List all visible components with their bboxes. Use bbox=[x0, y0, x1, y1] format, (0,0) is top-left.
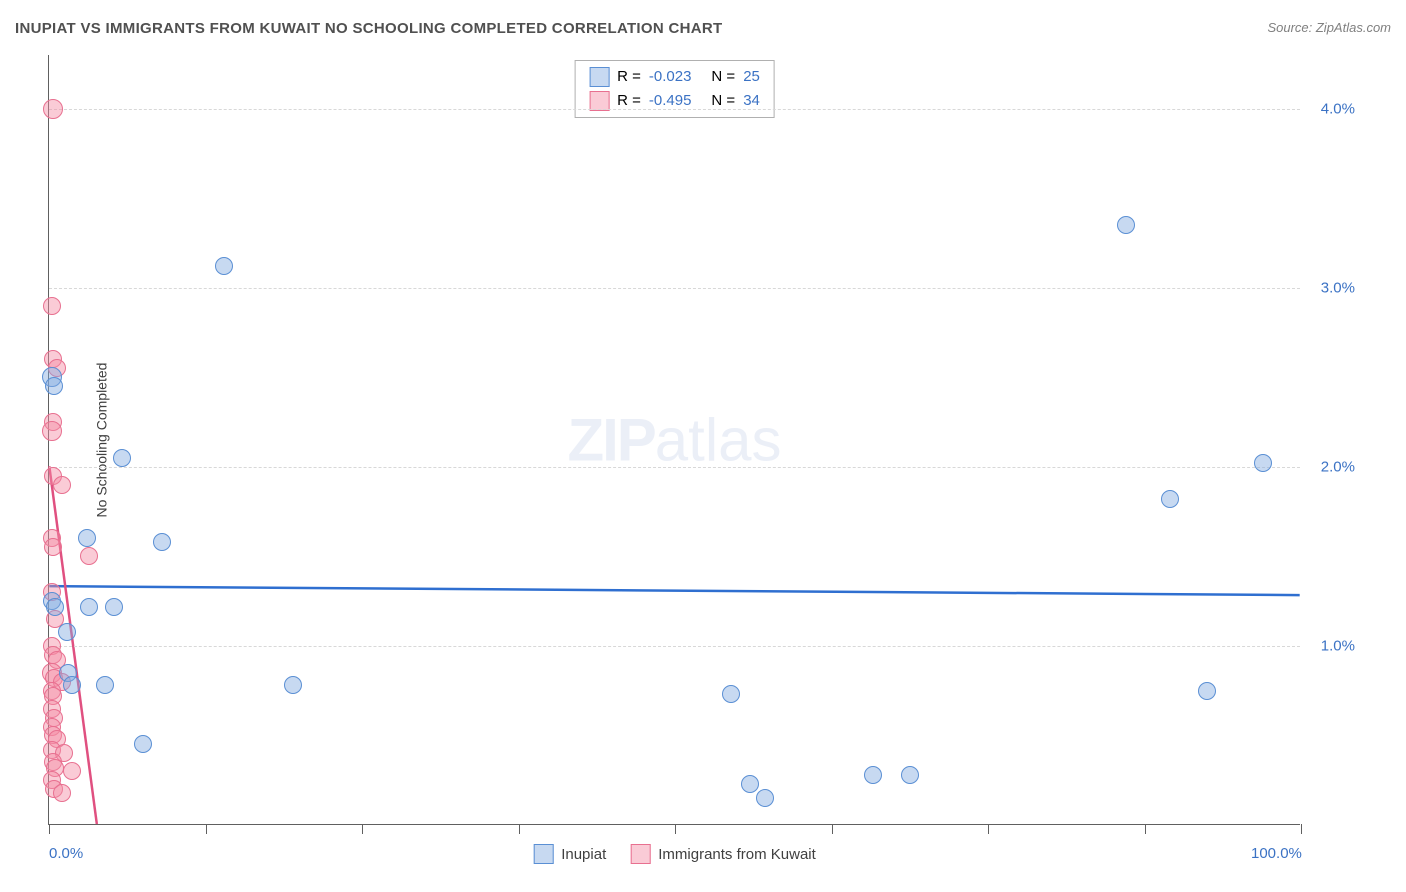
scatter-point-inupiat bbox=[153, 533, 171, 551]
xtick bbox=[519, 824, 520, 834]
ytick-label: 4.0% bbox=[1321, 100, 1355, 117]
scatter-point-inupiat bbox=[215, 257, 233, 275]
scatter-point-inupiat bbox=[1161, 490, 1179, 508]
plot-area: ZIPatlas No Schooling Completed R = -0.0… bbox=[48, 55, 1300, 825]
chart-container: INUPIAT VS IMMIGRANTS FROM KUWAIT NO SCH… bbox=[0, 0, 1406, 892]
scatter-point-inupiat bbox=[1254, 454, 1272, 472]
trendlines-svg bbox=[49, 55, 1300, 824]
swatch-inupiat bbox=[533, 844, 553, 864]
scatter-point-kuwait bbox=[63, 762, 81, 780]
gridline-h bbox=[49, 288, 1300, 289]
scatter-point-inupiat bbox=[78, 529, 96, 547]
ytick-label: 2.0% bbox=[1321, 458, 1355, 475]
legend-item-kuwait: Immigrants from Kuwait bbox=[630, 844, 816, 864]
scatter-point-kuwait bbox=[53, 784, 71, 802]
xtick bbox=[362, 824, 363, 834]
trendline-inupiat bbox=[49, 586, 1299, 595]
scatter-point-kuwait bbox=[53, 476, 71, 494]
legend-label-inupiat: Inupiat bbox=[561, 846, 606, 863]
legend-item-inupiat: Inupiat bbox=[533, 844, 606, 864]
scatter-point-kuwait bbox=[42, 421, 62, 441]
xtick bbox=[988, 824, 989, 834]
scatter-point-inupiat bbox=[741, 775, 759, 793]
scatter-point-inupiat bbox=[901, 766, 919, 784]
scatter-point-kuwait bbox=[44, 538, 62, 556]
xtick-label: 0.0% bbox=[49, 845, 83, 862]
xtick-label: 100.0% bbox=[1251, 845, 1302, 862]
scatter-point-inupiat bbox=[96, 676, 114, 694]
xtick bbox=[1145, 824, 1146, 834]
scatter-point-inupiat bbox=[134, 735, 152, 753]
scatter-point-inupiat bbox=[45, 377, 63, 395]
ytick-label: 1.0% bbox=[1321, 637, 1355, 654]
scatter-point-inupiat bbox=[1117, 216, 1135, 234]
scatter-point-inupiat bbox=[1198, 682, 1216, 700]
xtick bbox=[49, 824, 50, 834]
xtick bbox=[832, 824, 833, 834]
chart-title: INUPIAT VS IMMIGRANTS FROM KUWAIT NO SCH… bbox=[15, 20, 722, 37]
scatter-point-inupiat bbox=[284, 676, 302, 694]
legend-row-inupiat: R = -0.023 N = 25 bbox=[589, 65, 760, 89]
n-value-inupiat: 25 bbox=[743, 65, 760, 89]
scatter-point-kuwait bbox=[43, 99, 63, 119]
scatter-point-kuwait bbox=[80, 547, 98, 565]
ytick-label: 3.0% bbox=[1321, 279, 1355, 296]
scatter-point-inupiat bbox=[58, 623, 76, 641]
legend-series: Inupiat Immigrants from Kuwait bbox=[533, 844, 816, 864]
gridline-h bbox=[49, 109, 1300, 110]
gridline-h bbox=[49, 467, 1300, 468]
r-label: R = bbox=[617, 65, 641, 89]
legend-label-kuwait: Immigrants from Kuwait bbox=[658, 846, 816, 863]
xtick bbox=[206, 824, 207, 834]
scatter-point-inupiat bbox=[105, 598, 123, 616]
gridline-h bbox=[49, 646, 1300, 647]
source-attribution: Source: ZipAtlas.com bbox=[1267, 20, 1391, 35]
scatter-point-inupiat bbox=[46, 598, 64, 616]
swatch-inupiat bbox=[589, 67, 609, 87]
scatter-point-inupiat bbox=[63, 676, 81, 694]
swatch-kuwait bbox=[630, 844, 650, 864]
scatter-point-inupiat bbox=[113, 449, 131, 467]
scatter-point-inupiat bbox=[864, 766, 882, 784]
scatter-point-inupiat bbox=[722, 685, 740, 703]
n-label: N = bbox=[711, 65, 735, 89]
xtick bbox=[1301, 824, 1302, 834]
scatter-point-inupiat bbox=[756, 789, 774, 807]
xtick bbox=[675, 824, 676, 834]
scatter-point-inupiat bbox=[80, 598, 98, 616]
r-value-inupiat: -0.023 bbox=[649, 65, 692, 89]
scatter-point-kuwait bbox=[43, 297, 61, 315]
